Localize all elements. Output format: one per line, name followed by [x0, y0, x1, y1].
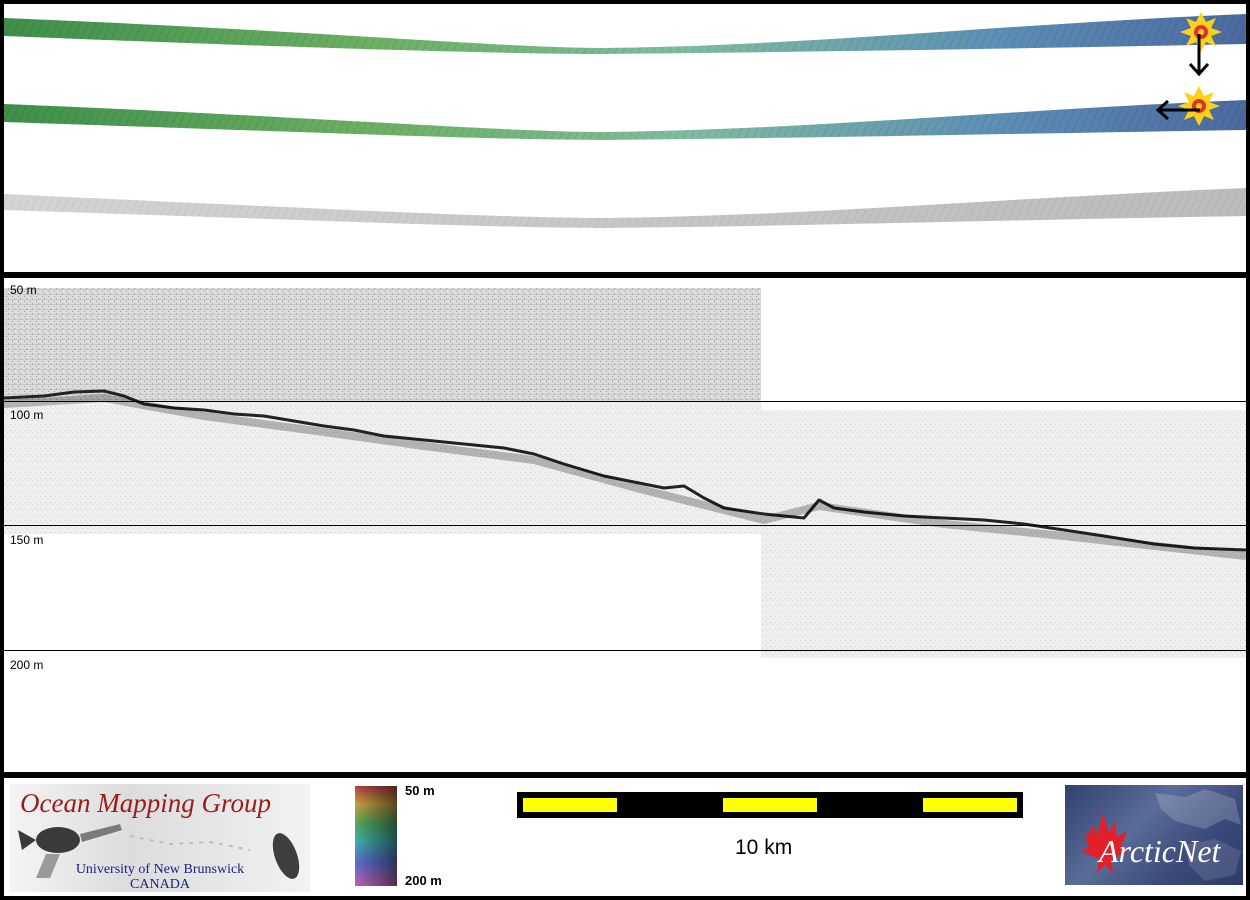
seafloor-trace [4, 389, 1246, 552]
depth-label-50: 50 m [10, 283, 37, 297]
depth-gridline-100 [4, 401, 1246, 402]
depth-gridline-200 [4, 650, 1246, 651]
arrow-down-icon [1188, 34, 1210, 77]
ocean-mapping-group-title: Ocean Mapping Group [20, 788, 271, 818]
seafloor-shadow [4, 393, 1246, 560]
scale-segment-3 [923, 798, 1017, 812]
depth-colorbar [355, 786, 397, 886]
depth-profile-panel: 50 m 100 m 150 m 200 m [4, 278, 1246, 772]
university-name: University of New Brunswick [75, 862, 245, 877]
colorbar-bottom-label: 200 m [405, 873, 442, 888]
country-name: CANADA [130, 877, 190, 892]
scale-segment-1 [523, 798, 617, 812]
swath-strip-color-2 [4, 100, 1246, 140]
depth-label-150: 150 m [10, 533, 44, 547]
echogram [4, 288, 1246, 658]
maple-leaf-icon [1081, 813, 1129, 873]
arcticnet-logo: ArcticNet [1065, 785, 1243, 885]
arcticnet-title: ArcticNet [1099, 833, 1221, 869]
scale-bar [517, 792, 1023, 818]
echogram-block-right [761, 410, 1246, 658]
water-column-noise [4, 288, 761, 402]
swath-map [4, 12, 1246, 228]
ocean-mapping-group-logo: Ocean Mapping Group University of New Br… [10, 784, 310, 892]
sonar-illustration [18, 824, 300, 879]
depth-label-200: 200 m [10, 658, 44, 672]
ship-position-marker-1 [1180, 12, 1222, 52]
swath-strip-color-1 [4, 14, 1246, 54]
arctic-map-illustration [1081, 789, 1241, 881]
scale-label: 10 km [735, 836, 793, 859]
swath-map-panel [4, 4, 1246, 272]
scale-segment-2 [723, 798, 817, 812]
arrow-left-icon [1155, 99, 1200, 121]
depth-gridline-150 [4, 525, 1246, 526]
footer-panel: Ocean Mapping Group University of New Br… [4, 778, 1246, 896]
echogram-block-left [4, 402, 761, 534]
colorbar-top-label: 50 m [405, 783, 435, 798]
depth-label-100: 100 m [10, 408, 44, 422]
swath-strip-backscatter [4, 188, 1246, 228]
